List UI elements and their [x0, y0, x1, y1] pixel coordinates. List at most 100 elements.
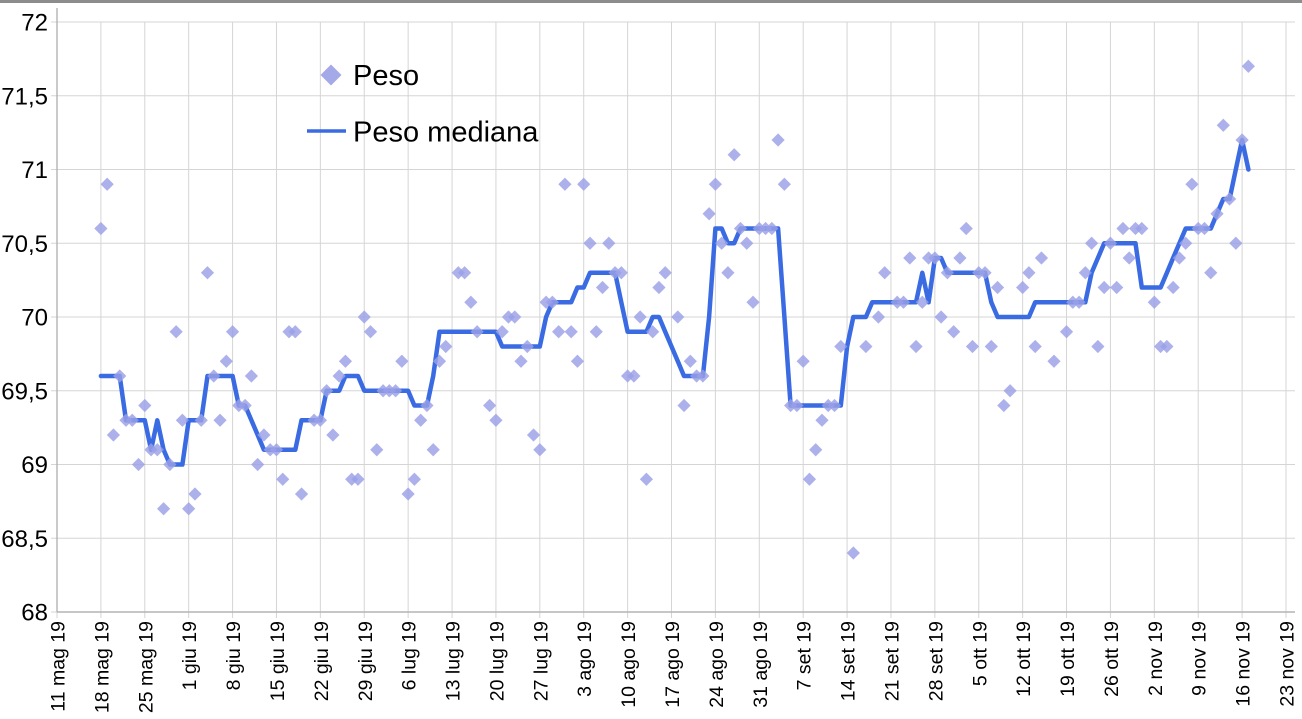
- x-axis-tick-label: 12 ott 19: [1013, 621, 1035, 697]
- weight-data-point: [169, 325, 183, 339]
- weight-data-point: [1172, 251, 1187, 265]
- x-axis-tick-label: 9 nov 19: [1189, 621, 1211, 696]
- weight-data-point: [564, 325, 578, 339]
- x-axis-tick-label: 3 ago 19: [574, 621, 596, 697]
- y-axis-tick-label: 70: [21, 305, 48, 332]
- weight-data-point: [1091, 339, 1105, 354]
- weight-data-point: [313, 413, 327, 427]
- weight-data-point: [1028, 339, 1042, 354]
- x-axis-tick-label: 27 lug 19: [530, 621, 552, 701]
- weight-data-point: [94, 221, 108, 236]
- weight-data-point: [1216, 118, 1230, 132]
- weight-data-point: [520, 339, 534, 354]
- weight-data-point: [978, 266, 992, 280]
- weight-data-point: [326, 428, 340, 442]
- weight-data-point: [934, 310, 948, 324]
- weight-data-point: [138, 398, 152, 413]
- weight-data-point: [903, 251, 917, 265]
- weight-data-point: [508, 310, 522, 324]
- peso-diamond-icon: [320, 64, 342, 86]
- weight-data-point: [947, 325, 961, 339]
- weight-data-point: [815, 413, 829, 427]
- weight-data-point: [1085, 236, 1099, 250]
- weight-data-point: [577, 177, 591, 191]
- weight-data-point: [395, 354, 409, 368]
- weight-data-point: [288, 325, 302, 339]
- weight-data-point: [526, 428, 541, 442]
- y-axis-tick-label: 72: [21, 10, 48, 37]
- legend-peso-label: Peso: [353, 60, 419, 92]
- weight-data-point: [802, 472, 817, 486]
- x-axis-tick-label: 13 lug 19: [443, 621, 465, 701]
- x-axis-tick-label: 5 ott 19: [969, 621, 991, 686]
- weight-data-point: [238, 398, 252, 413]
- gridlines: [51, 21, 1295, 618]
- weight-data-point: [514, 354, 528, 368]
- weight-data-point: [1097, 280, 1111, 295]
- y-axis-tick-label: 69: [21, 452, 48, 479]
- x-axis-tick-label: 29 giu 19: [355, 621, 377, 701]
- weight-data-point: [1222, 192, 1237, 206]
- weight-data-point: [1135, 221, 1149, 236]
- weight-data-point: [401, 487, 415, 501]
- weight-data-point: [294, 487, 309, 501]
- x-axis-tick-label: 26 ott 19: [1101, 621, 1123, 697]
- x-axis-tick-label: 8 giu 19: [223, 621, 245, 690]
- x-axis-tick-label: 1 giu 19: [179, 621, 201, 690]
- weight-data-point: [389, 384, 403, 398]
- y-axis-tick-label: 68,5: [1, 526, 48, 553]
- weight-data-point: [156, 502, 171, 516]
- weight-data-point: [740, 236, 754, 250]
- weight-data-point: [257, 428, 271, 442]
- weight-data-point: [602, 236, 616, 250]
- y-axis-tick-label: 68: [21, 600, 48, 627]
- weight-data-point: [677, 398, 691, 413]
- weight-data-point: [1229, 236, 1243, 250]
- weight-data-point: [859, 339, 873, 354]
- weight-data-point: [1078, 266, 1092, 280]
- weight-data-point: [871, 310, 886, 324]
- weight-data-point: [1110, 280, 1124, 295]
- weight-data-point: [219, 354, 233, 368]
- weight-data-point: [432, 354, 447, 368]
- x-axis-tick-label: 2 nov 19: [1145, 621, 1167, 696]
- weight-data-point: [244, 369, 258, 383]
- weight-data-point: [464, 295, 478, 309]
- x-axis-tick-label: 10 ago 19: [618, 621, 640, 708]
- weight-data-point: [1122, 251, 1136, 265]
- weight-data-point: [251, 457, 265, 472]
- x-axis-tick-label: 31 ago 19: [750, 621, 772, 708]
- weight-data-point: [470, 325, 484, 339]
- weight-data-point: [721, 266, 735, 280]
- weight-data-point: [809, 443, 823, 457]
- y-axis-tick-label: 69,5: [1, 378, 48, 405]
- weight-data-point: [652, 280, 666, 295]
- weight-data-point: [357, 310, 371, 324]
- weight-data-point: [1116, 221, 1130, 236]
- weight-data-point: [1003, 384, 1017, 398]
- weight-data-point: [915, 295, 929, 309]
- weight-data-point: [702, 207, 716, 221]
- y-axis-tick-label: 71,5: [1, 83, 48, 110]
- weight-data-point: [1241, 59, 1255, 73]
- x-axis-tick-label: 23 nov 19: [1277, 621, 1299, 707]
- weight-data-point: [489, 413, 503, 427]
- weight-data-point: [175, 413, 190, 427]
- weight-data-point: [771, 133, 785, 147]
- weight-data-point: [163, 457, 177, 472]
- weight-data-point: [1103, 236, 1118, 250]
- weight-data-point: [777, 177, 791, 191]
- weight-data-point: [1179, 236, 1193, 250]
- weight-data-point: [1034, 251, 1049, 265]
- weight-data-point: [200, 266, 215, 280]
- weight-data-point: [646, 325, 660, 339]
- weight-data-point: [715, 236, 729, 250]
- weight-data-point: [207, 369, 221, 383]
- weight-data-point: [1147, 295, 1161, 309]
- x-axis-tick-label: 28 set 19: [925, 621, 947, 701]
- x-axis-tick-label: 21 set 19: [881, 621, 903, 701]
- weight-data-point: [1022, 266, 1036, 280]
- x-axis-tick-label: 22 giu 19: [311, 621, 333, 701]
- weight-data-point: [834, 339, 848, 354]
